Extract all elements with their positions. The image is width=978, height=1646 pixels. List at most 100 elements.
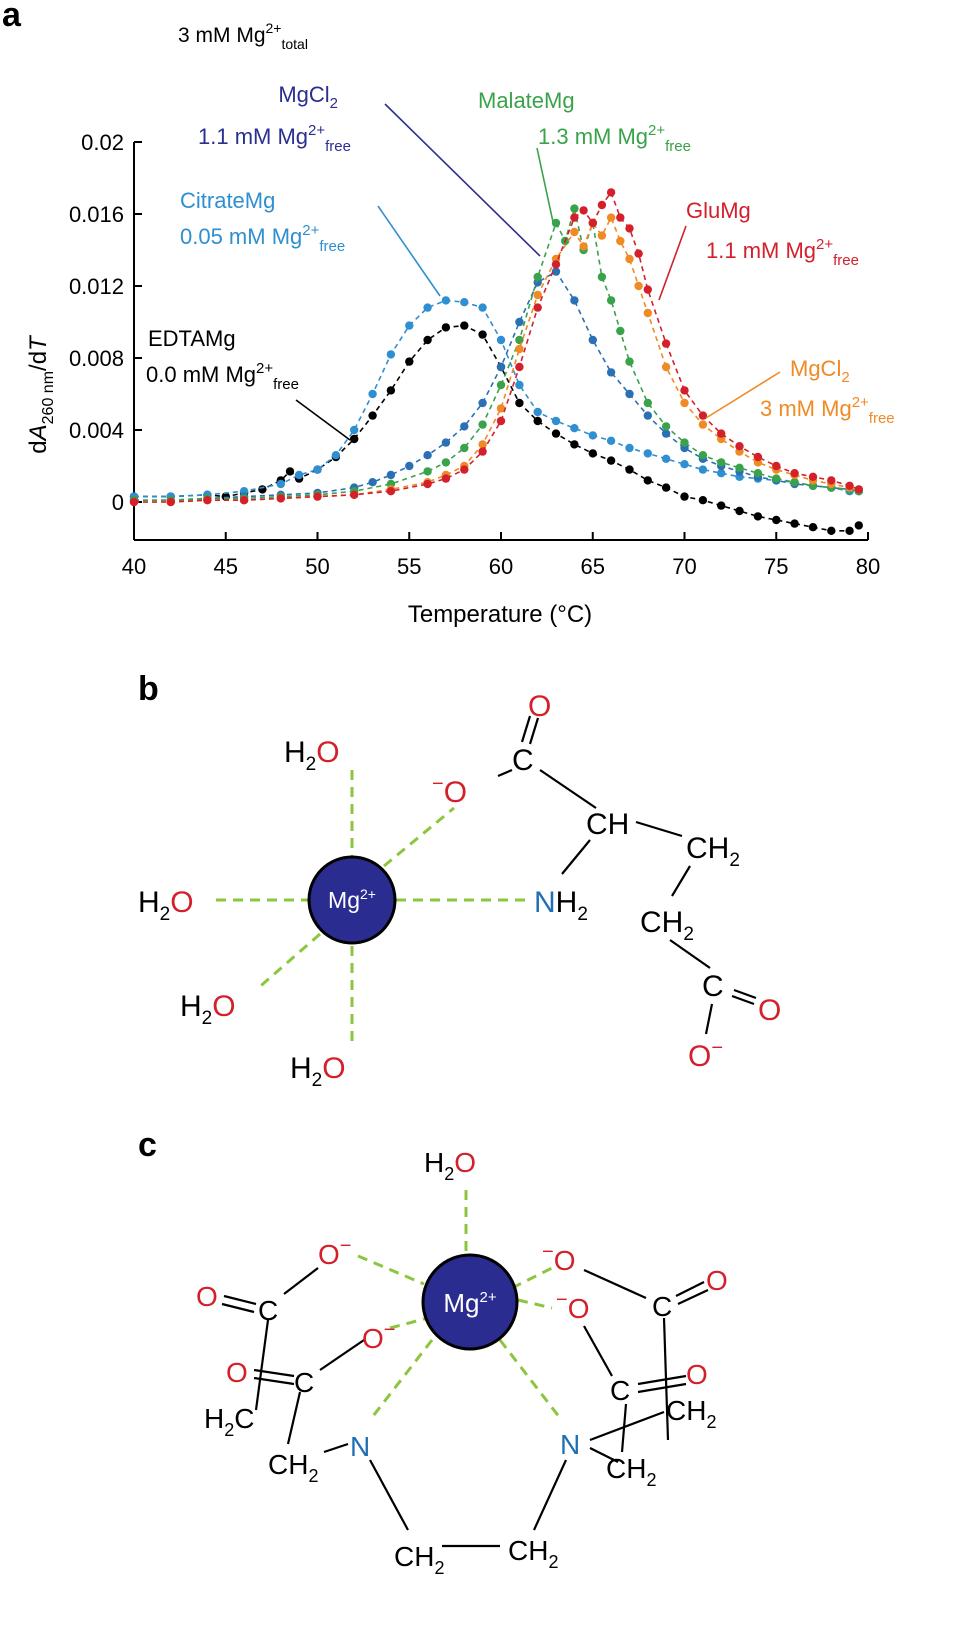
data-point — [570, 424, 579, 433]
data-point — [680, 438, 689, 447]
data-point — [350, 425, 359, 435]
data-point — [854, 521, 863, 530]
data-point — [827, 476, 836, 485]
x-tick-label: 45 — [214, 554, 238, 579]
panel-c-bonds — [357, 1190, 562, 1421]
svg-text:−O: −O — [432, 773, 467, 809]
svg-text:O−: O− — [318, 1235, 351, 1270]
y-tick-label: 0.012 — [69, 274, 124, 299]
data-point — [350, 490, 359, 499]
svg-text:CH2: CH2 — [686, 832, 740, 871]
data-point — [551, 267, 561, 276]
data-point — [496, 380, 506, 390]
data-point — [386, 350, 396, 359]
data-point — [753, 512, 763, 521]
data-point — [478, 398, 487, 408]
data-point — [661, 454, 671, 463]
y-tick-label: 0.016 — [69, 202, 124, 227]
data-point — [515, 380, 524, 390]
data-point — [460, 321, 469, 330]
svg-text:O: O — [196, 1281, 218, 1312]
svg-text:N: N — [560, 1429, 580, 1460]
data-point — [423, 451, 432, 460]
annotation-citrate: CitrateMg 0.05 mM Mg2+free — [180, 188, 441, 297]
data-point — [661, 339, 671, 348]
data-point — [616, 236, 625, 246]
data-point — [478, 330, 487, 339]
data-point — [294, 470, 304, 480]
svg-text:3 mM Mg2+free: 3 mM Mg2+free — [760, 394, 895, 427]
svg-text:C: C — [610, 1375, 630, 1406]
data-point — [634, 249, 643, 258]
data-point — [533, 272, 542, 282]
data-point — [496, 362, 506, 372]
data-point — [625, 389, 634, 399]
x-tick-label: 80 — [856, 554, 880, 579]
data-point — [854, 485, 863, 494]
data-point — [515, 335, 524, 345]
panel-c-atoms: H2O O− O C O− O C H2C CH2 N CH2 CH2 N CH… — [196, 1147, 728, 1578]
panel-a-label: a — [2, 0, 22, 34]
svg-text:−O: −O — [556, 1289, 589, 1324]
data-point — [808, 472, 818, 481]
data-point — [551, 218, 561, 228]
y-tick-label: 0.004 — [69, 418, 124, 443]
data-point — [368, 478, 377, 487]
data-point — [625, 443, 634, 453]
svg-text:O: O — [686, 1359, 708, 1390]
data-point — [643, 449, 652, 458]
svg-text:O−: O− — [688, 1037, 723, 1073]
data-point — [423, 303, 432, 312]
data-point — [331, 451, 341, 460]
mg-ion-c — [421, 1253, 519, 1351]
annotation-mgcl2-low: MgCl2 1.1 mM Mg2+free — [198, 82, 541, 257]
data-point — [441, 323, 451, 332]
data-point — [515, 344, 524, 354]
data-point — [772, 515, 781, 525]
data-point — [441, 296, 451, 305]
data-point — [606, 368, 616, 377]
data-point — [460, 465, 469, 474]
data-point — [772, 461, 781, 471]
data-point — [129, 497, 139, 507]
data-point — [643, 285, 652, 294]
data-point — [661, 483, 671, 492]
svg-text:1.3 mM Mg2+free: 1.3 mM Mg2+free — [538, 122, 691, 155]
svg-text:EDTAMg: EDTAMg — [148, 326, 236, 351]
y-tick-label: 0.02 — [81, 130, 124, 155]
data-point — [386, 386, 396, 395]
y-tick-label: 0.008 — [69, 346, 124, 371]
data-point — [845, 481, 854, 490]
svg-text:1.1 mM Mg2+free: 1.1 mM Mg2+free — [198, 122, 351, 155]
data-point — [661, 429, 671, 438]
data-point — [350, 434, 359, 444]
data-point — [625, 224, 634, 233]
data-point — [570, 227, 579, 237]
svg-text:NH2: NH2 — [534, 886, 588, 925]
data-point — [753, 469, 763, 478]
mg-ion-b — [307, 855, 397, 945]
data-point — [533, 290, 542, 300]
data-point — [597, 231, 607, 240]
data-point — [698, 496, 708, 505]
svg-text:H2O: H2O — [138, 886, 194, 925]
data-point — [551, 416, 561, 426]
data-point — [441, 458, 451, 467]
svg-text:−O: −O — [542, 1241, 575, 1276]
data-point — [827, 526, 836, 535]
data-point — [368, 389, 377, 399]
data-point — [405, 461, 414, 471]
data-point — [588, 431, 597, 440]
series-1 — [129, 296, 863, 501]
x-axis-label: Temperature (°C) — [408, 601, 592, 628]
x-tick-label: 70 — [672, 554, 696, 579]
svg-text:N: N — [350, 1431, 370, 1462]
data-point — [643, 476, 652, 485]
data-point — [386, 470, 396, 480]
panel-c-label: c — [138, 1126, 157, 1164]
data-point — [606, 436, 616, 445]
svg-text:C: C — [512, 744, 534, 777]
data-point — [808, 523, 818, 532]
data-point — [717, 458, 726, 467]
data-point — [588, 449, 597, 458]
